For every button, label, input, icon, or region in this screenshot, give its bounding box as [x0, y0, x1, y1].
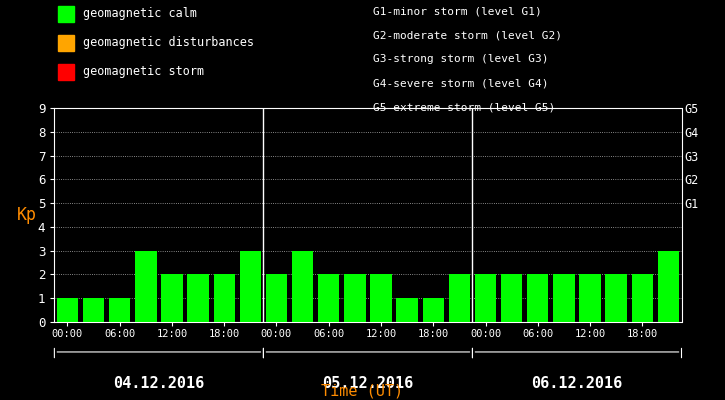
Bar	[370, 274, 392, 322]
Text: G1-minor storm (level G1): G1-minor storm (level G1)	[373, 6, 542, 16]
Bar	[109, 298, 130, 322]
Text: Time (UT): Time (UT)	[321, 383, 404, 398]
Bar	[423, 298, 444, 322]
Text: G4-severe storm (level G4): G4-severe storm (level G4)	[373, 78, 549, 88]
Bar	[292, 251, 313, 322]
Bar	[631, 274, 653, 322]
Text: 05.12.2016: 05.12.2016	[323, 376, 413, 390]
Y-axis label: Kp: Kp	[17, 206, 37, 224]
Bar	[605, 274, 627, 322]
Bar	[344, 274, 365, 322]
Bar	[318, 274, 339, 322]
Text: geomagnetic calm: geomagnetic calm	[83, 8, 196, 20]
Bar	[161, 274, 183, 322]
Bar	[475, 274, 496, 322]
Text: G2-moderate storm (level G2): G2-moderate storm (level G2)	[373, 30, 563, 40]
Bar	[553, 274, 575, 322]
Bar	[397, 298, 418, 322]
Bar	[579, 274, 601, 322]
Text: geomagnetic storm: geomagnetic storm	[83, 65, 204, 78]
Bar	[135, 251, 157, 322]
Bar	[213, 274, 235, 322]
Text: 06.12.2016: 06.12.2016	[531, 376, 623, 390]
Bar	[449, 274, 470, 322]
Bar	[266, 274, 287, 322]
Text: G5-extreme storm (level G5): G5-extreme storm (level G5)	[373, 102, 555, 112]
Bar	[187, 274, 209, 322]
Bar	[57, 298, 78, 322]
Text: G3-strong storm (level G3): G3-strong storm (level G3)	[373, 54, 549, 64]
Text: geomagnetic disturbances: geomagnetic disturbances	[83, 36, 254, 49]
Bar	[240, 251, 261, 322]
Text: 04.12.2016: 04.12.2016	[113, 376, 204, 390]
Bar	[658, 251, 679, 322]
Bar	[83, 298, 104, 322]
Bar	[501, 274, 523, 322]
Bar	[527, 274, 549, 322]
